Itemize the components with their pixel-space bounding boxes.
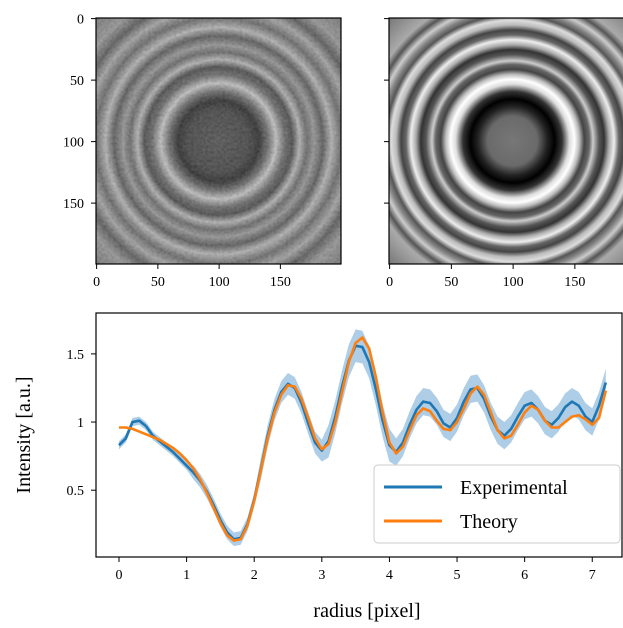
y-tick-label: 50 xyxy=(70,74,84,89)
axes-frame xyxy=(95,17,342,265)
x-tick-label: 6 xyxy=(521,568,528,583)
x-tick-label: 5 xyxy=(454,568,461,583)
y-tick-label: 1 xyxy=(77,416,84,431)
y-tick-label: 1.5 xyxy=(67,348,85,363)
x-tick-label: 4 xyxy=(386,568,393,583)
legend: Experimental Theory xyxy=(373,464,621,544)
series-line xyxy=(118,336,608,542)
image-panel xyxy=(389,18,623,264)
x-tick-label: 3 xyxy=(318,568,325,583)
x-tick-label: 2 xyxy=(251,568,258,583)
x-tick-label: 50 xyxy=(151,275,165,290)
x-tick-label: 7 xyxy=(589,568,596,583)
image-panel xyxy=(96,18,341,264)
legend-label: Theory xyxy=(460,511,518,533)
y-tick-label: 0 xyxy=(77,13,84,28)
y-tick-label: 0.5 xyxy=(67,484,85,499)
y-axis-label: Intensity [a.u.] xyxy=(13,376,35,493)
legend-box xyxy=(373,464,621,544)
axes-frame xyxy=(95,312,623,558)
legend-label: Experimental xyxy=(460,477,568,499)
y-tick-label: 100 xyxy=(63,136,84,151)
image-noise xyxy=(96,18,341,264)
axes-frame xyxy=(388,17,623,265)
x-tick-label: 0 xyxy=(386,275,393,290)
x-tick-label: 150 xyxy=(270,275,291,290)
x-tick-label: 100 xyxy=(503,275,524,290)
x-tick-label: 100 xyxy=(209,275,230,290)
x-tick-label: 0 xyxy=(115,568,122,583)
ring-image xyxy=(389,18,623,264)
y-tick-label: 150 xyxy=(63,197,84,212)
plot-area xyxy=(118,329,608,547)
x-tick-label: 0 xyxy=(93,275,100,290)
x-tick-label: 50 xyxy=(444,275,458,290)
x-tick-label: 1 xyxy=(183,568,190,583)
x-axis-label: radius [pixel] xyxy=(313,600,420,622)
x-tick-label: 150 xyxy=(564,275,585,290)
